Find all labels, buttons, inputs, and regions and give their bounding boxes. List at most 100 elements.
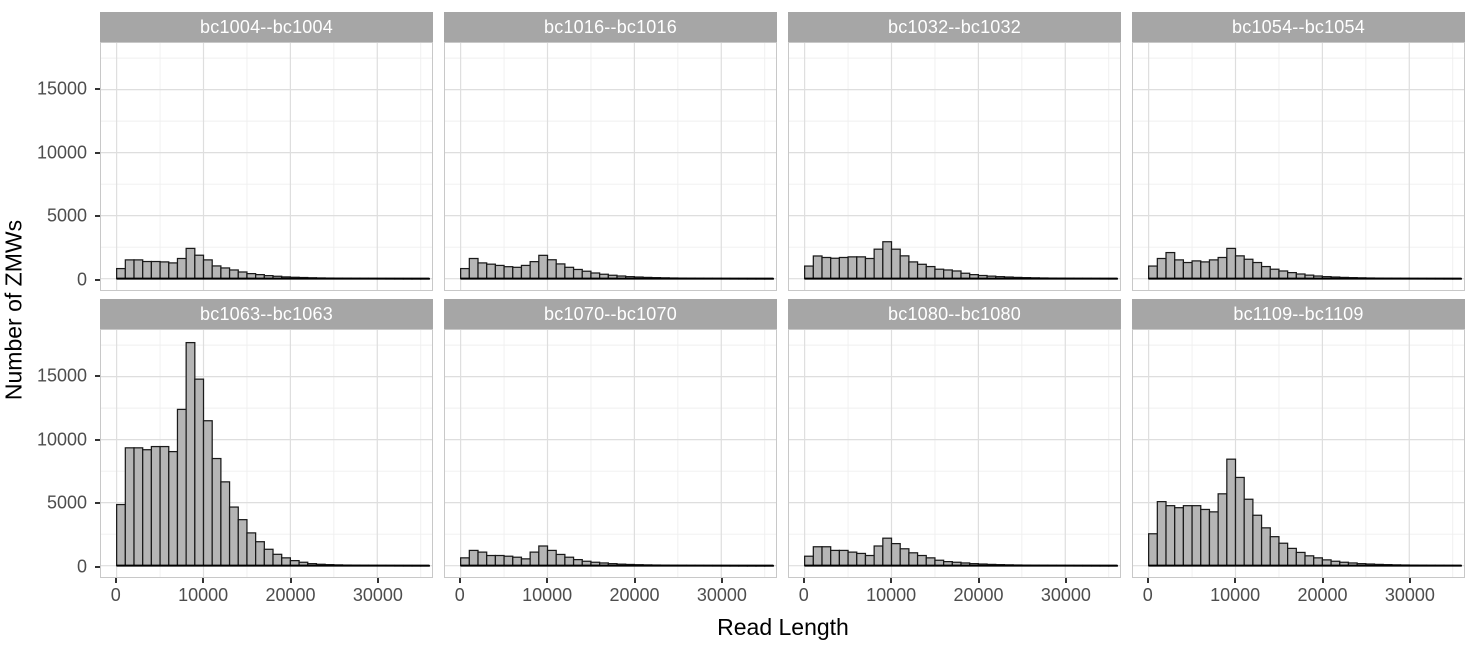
x-tick-label: 30000 xyxy=(696,585,747,605)
histogram-bar xyxy=(943,269,953,280)
y-tick-mark xyxy=(95,278,100,281)
x-tick-mark xyxy=(1408,578,1411,583)
histogram-bar xyxy=(1243,258,1254,280)
x-tick-mark xyxy=(977,578,980,583)
histogram-bar xyxy=(864,554,875,567)
facet-strip: bc1054--bc1054 xyxy=(1132,12,1465,42)
x-tick-mark xyxy=(458,578,461,583)
y-tick-label: 10000 xyxy=(36,142,87,163)
x-tick-label: 0 xyxy=(798,585,809,605)
histogram-bar xyxy=(1182,261,1193,280)
y-tick-mark xyxy=(95,151,100,154)
histogram-bar xyxy=(1200,508,1211,567)
histogram-bar xyxy=(460,557,470,567)
histogram-bar xyxy=(555,263,566,280)
facet-strip-label: bc1032--bc1032 xyxy=(888,16,1021,37)
histogram-bar xyxy=(202,259,213,280)
histogram-bar xyxy=(1191,505,1202,567)
y-tick-mark xyxy=(95,438,100,441)
histogram-bar xyxy=(812,255,823,280)
facet-bc1004: bc1004--bc1004 xyxy=(100,12,433,291)
histogram-bar xyxy=(812,546,823,567)
histogram-bar xyxy=(176,408,187,567)
x-axis-ticks-col1: 0 10000 20000 30000 xyxy=(100,578,433,608)
histogram-bar xyxy=(925,557,936,567)
histogram-bar xyxy=(830,549,841,567)
histogram-bar xyxy=(838,549,849,567)
histogram-bar xyxy=(873,545,884,567)
histogram-bar xyxy=(220,481,231,567)
histogram-bar xyxy=(1217,256,1228,280)
histogram-bar xyxy=(1269,536,1280,567)
histogram-bar xyxy=(246,532,257,567)
y-tick-label: 15000 xyxy=(36,365,87,386)
x-tick-label: 0 xyxy=(454,585,465,605)
x-tick-mark xyxy=(1234,578,1237,583)
histogram-bar xyxy=(546,549,557,567)
facet-strip: bc1109--bc1109 xyxy=(1132,299,1465,329)
histogram-bar xyxy=(124,447,135,567)
histogram-bar xyxy=(1174,507,1185,567)
histogram-bar xyxy=(159,261,170,280)
histogram-bar xyxy=(185,247,196,280)
x-tick-label: 10000 xyxy=(866,585,917,605)
x-tick-label: 20000 xyxy=(609,585,660,605)
histogram-bar xyxy=(1148,265,1158,280)
histogram-plot xyxy=(100,329,433,578)
x-tick-label: 30000 xyxy=(1384,585,1435,605)
facet-bc1016: bc1016--bc1016 xyxy=(444,12,777,291)
x-tick-label: 20000 xyxy=(1297,585,1348,605)
histogram-bar xyxy=(194,254,205,280)
histogram-bar xyxy=(133,447,144,567)
x-tick-mark xyxy=(376,578,379,583)
histogram-bar xyxy=(908,552,919,567)
histogram-bar xyxy=(1208,511,1219,567)
x-tick-mark xyxy=(633,578,636,583)
histogram-bar xyxy=(211,457,222,567)
histogram-bar xyxy=(916,263,927,280)
facet-strip: bc1032--bc1032 xyxy=(788,12,1121,42)
histogram-bar xyxy=(142,260,153,280)
histogram-bar xyxy=(847,256,858,280)
histogram-bar xyxy=(220,267,231,280)
histogram-bar xyxy=(486,263,497,280)
histogram-bar xyxy=(150,260,161,280)
histogram-plot xyxy=(444,42,777,291)
histogram-bar xyxy=(512,266,523,280)
histogram-bar xyxy=(460,267,470,280)
x-tick-label: 10000 xyxy=(522,585,573,605)
y-tick-label: 5000 xyxy=(46,205,87,226)
facet-strip: bc1016--bc1016 xyxy=(444,12,777,42)
x-tick-label: 0 xyxy=(110,585,121,605)
y-tick-label: 0 xyxy=(76,556,87,577)
histogram-bar xyxy=(1234,476,1245,567)
histogram-bar xyxy=(1252,261,1263,280)
histogram-plot xyxy=(444,329,777,578)
histogram-bar xyxy=(468,257,479,280)
x-tick-mark xyxy=(202,578,205,583)
histogram-bar xyxy=(847,551,858,567)
x-tick-mark xyxy=(720,578,723,583)
histogram-bar xyxy=(1252,514,1263,567)
histogram-bar xyxy=(503,555,514,567)
histogram-bar xyxy=(856,256,867,280)
histogram-bar xyxy=(1304,555,1315,567)
facet-bc1032: bc1032--bc1032 xyxy=(788,12,1121,291)
histogram-bar xyxy=(951,270,962,280)
x-tick-label: 20000 xyxy=(265,585,316,605)
histogram-bar xyxy=(468,549,479,567)
histogram-plot xyxy=(100,42,433,291)
histogram-bar xyxy=(1243,498,1254,567)
histogram-bar xyxy=(890,248,901,280)
y-tick-mark xyxy=(95,88,100,90)
histogram-bar xyxy=(185,341,196,567)
x-tick-mark xyxy=(890,578,893,583)
x-tick-mark xyxy=(546,578,549,583)
histogram-bar xyxy=(1234,255,1245,280)
histogram-bar xyxy=(477,262,488,280)
histogram-bar xyxy=(934,268,945,280)
histogram-bar xyxy=(1174,259,1185,280)
histogram-bar xyxy=(1226,247,1237,280)
facet-strip-label: bc1054--bc1054 xyxy=(1232,16,1365,37)
facet-strip: bc1070--bc1070 xyxy=(444,299,777,329)
